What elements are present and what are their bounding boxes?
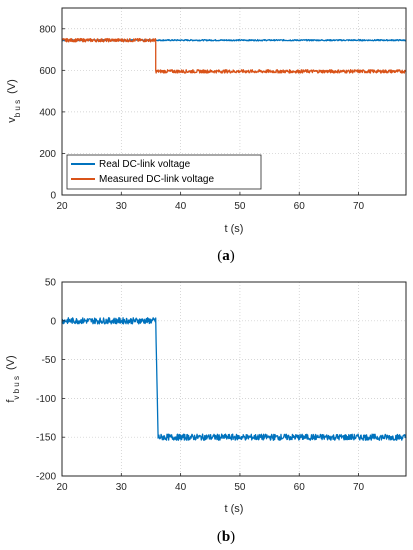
x-tick-label: 40	[175, 482, 187, 493]
legend-a: Real DC-link voltage Measured DC-link vo…	[66, 154, 262, 190]
x-axis-label-b: t (s)	[225, 503, 244, 515]
y-tick-label: 50	[45, 278, 57, 289]
x-tick-label: 60	[294, 201, 306, 212]
x-tick-label: 20	[56, 201, 68, 212]
series-group-a	[61, 37, 407, 74]
y-tick-label: 0	[50, 191, 56, 202]
y-tick-label: -150	[36, 433, 56, 444]
chart-panel-b: 20 30 40 50 60 70 -200 -150 -100 -50 0 50 t (s) fv…	[5, 278, 407, 545]
legend-label-real: Real DC-link voltage	[99, 159, 191, 170]
y-tick-label: 200	[39, 149, 56, 160]
x-axis-label-a: t (s)	[225, 223, 244, 235]
x-tick-label: 40	[175, 201, 187, 212]
x-tick-label: 30	[116, 482, 128, 493]
y-tick-label: 600	[39, 66, 56, 77]
chart-panel-a: 20 30 40 50 60 70 0 200 400 600 800 t (s) vb u s(…	[6, 7, 407, 264]
x-tick-label: 70	[353, 482, 365, 493]
y-axis-label-a: vb u s(V)	[6, 79, 22, 123]
x-tick-label: 20	[56, 482, 68, 493]
y-tick-label: -100	[36, 394, 56, 405]
y-tick-label: -50	[42, 355, 57, 366]
series-line-b-0	[61, 317, 407, 441]
plot-frame-b	[61, 281, 407, 477]
y-ticks-b: -200 -150 -100 -50 0 50	[36, 278, 65, 483]
x-tick-label: 70	[353, 201, 365, 212]
y-ticks-a: 0 200 400 600 800	[39, 24, 65, 202]
panel-label-a: (a)	[217, 248, 235, 264]
panel-label-b: (b)	[217, 529, 235, 545]
series-line-a-1	[61, 37, 407, 74]
series-group-b	[61, 317, 407, 441]
x-tick-label: 30	[116, 201, 128, 212]
plot-area-b	[62, 282, 406, 476]
legend-label-measured: Measured DC-link voltage	[99, 174, 214, 185]
x-ticks-b: 20 30 40 50 60 70	[56, 473, 365, 493]
y-tick-label: 800	[39, 24, 56, 35]
y-axis-label-b: fv b u s(V)	[5, 355, 21, 402]
x-tick-label: 50	[234, 482, 246, 493]
plot-frame-a	[61, 7, 407, 196]
x-tick-label: 50	[234, 201, 246, 212]
y-tick-label: -200	[36, 472, 56, 483]
y-tick-label: 0	[50, 316, 56, 327]
x-tick-label: 60	[294, 482, 306, 493]
x-ticks-a: 20 30 40 50 60 70	[56, 192, 365, 212]
legend-box-a	[66, 154, 262, 190]
y-tick-label: 400	[39, 107, 56, 118]
